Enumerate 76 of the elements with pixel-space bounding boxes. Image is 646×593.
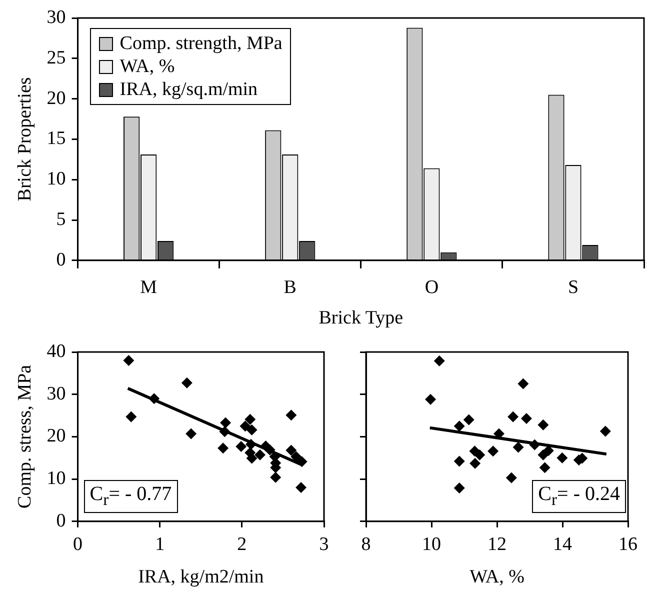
annotation: C$_{r}$= - 0.77 bbox=[84, 480, 178, 514]
point bbox=[463, 414, 474, 426]
point bbox=[245, 438, 256, 450]
point bbox=[246, 424, 258, 436]
point bbox=[600, 426, 611, 437]
y-tick-label: 0 bbox=[56, 249, 66, 270]
x-tick-label: 3 bbox=[319, 534, 329, 555]
point bbox=[474, 449, 486, 460]
point bbox=[186, 428, 197, 440]
x-axis-title: Brick Type bbox=[318, 308, 404, 329]
point bbox=[508, 411, 519, 422]
y-tick-label: 30 bbox=[46, 6, 66, 28]
x-tick-label: 10 bbox=[422, 534, 441, 555]
point bbox=[454, 456, 465, 467]
legend-label: Comp. strength, MPa bbox=[120, 32, 282, 55]
y-tick-label: 5 bbox=[56, 208, 66, 230]
y-tick-label: 10 bbox=[46, 468, 66, 490]
point bbox=[219, 426, 230, 438]
point bbox=[240, 420, 251, 432]
y-tick-label: 15 bbox=[46, 128, 66, 150]
y-tick-label: 0 bbox=[56, 510, 66, 532]
point bbox=[296, 456, 308, 468]
point bbox=[254, 449, 266, 460]
point bbox=[296, 482, 307, 494]
point bbox=[542, 445, 554, 456]
point bbox=[488, 446, 499, 457]
y-axis-title: Comp. stress, MPa bbox=[14, 364, 36, 508]
x-tick-label: S bbox=[568, 276, 579, 298]
point bbox=[264, 444, 276, 456]
point bbox=[556, 452, 568, 464]
y-tick-label: 30 bbox=[46, 383, 66, 404]
point bbox=[270, 472, 282, 483]
x-tick-label: 8 bbox=[361, 534, 371, 555]
point bbox=[220, 417, 232, 428]
point bbox=[512, 442, 524, 453]
point bbox=[126, 411, 137, 422]
point bbox=[123, 354, 134, 366]
point bbox=[470, 458, 481, 469]
legend-label: WA, % bbox=[120, 55, 175, 78]
x-tick-label: 2 bbox=[237, 534, 247, 555]
point bbox=[286, 410, 297, 421]
point bbox=[286, 444, 297, 456]
x-tick-label: 16 bbox=[618, 534, 638, 555]
point bbox=[425, 394, 436, 405]
annotation: C$_{r}$= - 0.24 bbox=[532, 480, 626, 514]
point bbox=[539, 462, 550, 474]
point bbox=[529, 439, 540, 450]
y-tick-label: 40 bbox=[46, 340, 66, 362]
point bbox=[520, 412, 532, 424]
x-tick-label: M bbox=[140, 276, 158, 298]
y-tick-label: 20 bbox=[46, 88, 66, 109]
x-tick-label: 12 bbox=[488, 534, 506, 555]
x-axis-title: WA, % bbox=[470, 566, 525, 588]
y-tick-label: 25 bbox=[46, 47, 66, 68]
point bbox=[454, 482, 465, 494]
y-tick-label: 10 bbox=[46, 168, 66, 190]
point bbox=[244, 414, 256, 425]
x-tick-label: 1 bbox=[155, 534, 165, 555]
legend-label: IRA, kg/sq.m/min bbox=[120, 78, 258, 101]
point bbox=[236, 440, 247, 452]
point bbox=[434, 355, 445, 366]
point bbox=[506, 472, 517, 484]
x-tick-label: 14 bbox=[553, 534, 572, 555]
point bbox=[518, 378, 529, 390]
x-axis-title: IRA, kg/m2/min bbox=[138, 566, 264, 588]
point bbox=[290, 451, 302, 462]
point bbox=[181, 377, 192, 388]
y-tick-label: 20 bbox=[46, 426, 66, 447]
point bbox=[538, 419, 549, 430]
point bbox=[148, 393, 160, 404]
x-tick-label: B bbox=[284, 276, 296, 298]
y-axis-title: Brick Properties bbox=[14, 77, 36, 202]
point bbox=[454, 420, 465, 432]
x-tick-label: O bbox=[424, 276, 439, 298]
point bbox=[218, 442, 229, 454]
x-tick-label: 0 bbox=[73, 534, 83, 555]
